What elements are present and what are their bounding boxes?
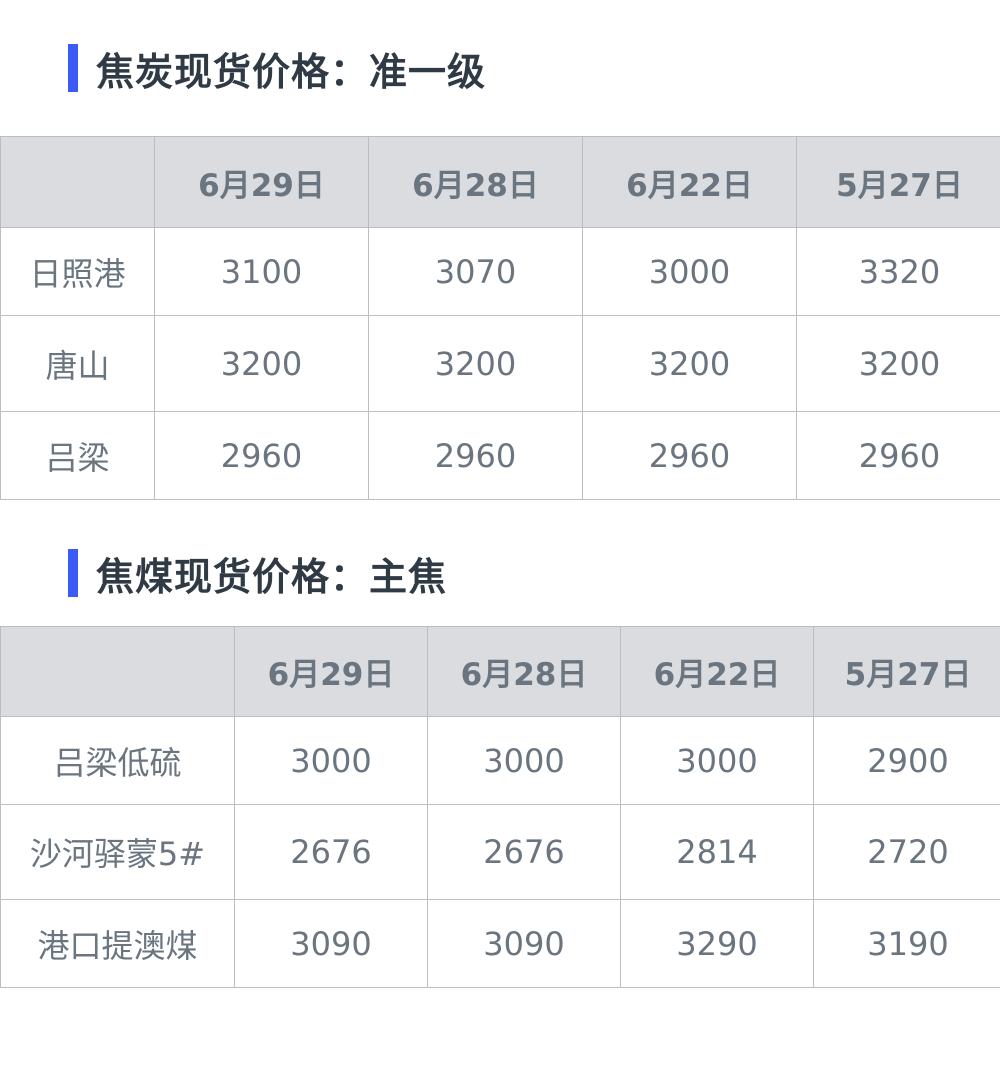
price-cell: 2720	[813, 804, 1000, 900]
table-row: 吕梁 2960 2960 2960 2960	[0, 411, 1000, 500]
row-label: 日照港	[0, 227, 155, 316]
price-cell: 3090	[234, 899, 428, 988]
price-cell: 3000	[620, 716, 814, 805]
header-row: 6月29日 6月28日 6月22日 5月27日	[0, 626, 1000, 717]
column-header: 6月29日	[154, 136, 369, 228]
table-row: 港口提澳煤 3090 3090 3290 3190	[0, 899, 1000, 988]
column-header: 5月27日	[796, 136, 1000, 228]
price-cell: 2676	[234, 804, 428, 900]
price-cell: 2960	[796, 411, 1000, 500]
table-row: 吕梁低硫 3000 3000 3000 2900	[0, 716, 1000, 805]
column-header: 5月27日	[813, 626, 1000, 717]
price-cell: 3000	[234, 716, 428, 805]
row-label: 吕梁	[0, 411, 155, 500]
table-row: 沙河驿蒙5# 2676 2676 2814 2720	[0, 804, 1000, 900]
column-header: 6月22日	[582, 136, 797, 228]
section-title-text: 焦煤现货价格：主焦	[96, 554, 448, 599]
price-cell: 3100	[154, 227, 369, 316]
price-cell: 2960	[582, 411, 797, 500]
price-cell: 3090	[427, 899, 621, 988]
coke-price-table: 6月29日 6月28日 6月22日 5月27日 日照港 3100 3070 3000 3320 唐…	[0, 136, 1000, 500]
column-header: 6月29日	[234, 626, 428, 717]
column-header	[0, 626, 235, 717]
price-cell: 3200	[368, 315, 583, 412]
price-cell: 3200	[582, 315, 797, 412]
row-label: 沙河驿蒙5#	[0, 804, 235, 900]
price-cell: 2960	[154, 411, 369, 500]
row-label: 吕梁低硫	[0, 716, 235, 805]
row-label: 港口提澳煤	[0, 899, 235, 988]
price-cell: 3200	[796, 315, 1000, 412]
price-cell: 2676	[427, 804, 621, 900]
accent-bar	[68, 549, 78, 597]
section-title-text: 焦炭现货价格：准一级	[96, 49, 487, 94]
table-row: 唐山 3200 3200 3200 3200	[0, 315, 1000, 412]
price-cell: 3190	[813, 899, 1000, 988]
table-row: 日照港 3100 3070 3000 3320	[0, 227, 1000, 316]
column-header	[0, 136, 155, 228]
section-title-coke: 焦炭现货价格：准一级	[68, 44, 486, 94]
coking-coal-price-table: 6月29日 6月28日 6月22日 5月27日 吕梁低硫 3000 3000 3000 2900…	[0, 626, 1000, 988]
price-cell: 3290	[620, 899, 814, 988]
row-label: 唐山	[0, 315, 155, 412]
section-title-coking-coal: 焦煤现货价格：主焦	[68, 549, 447, 599]
accent-bar	[68, 44, 78, 92]
column-header: 6月28日	[368, 136, 583, 228]
price-cell: 3070	[368, 227, 583, 316]
price-cell: 2900	[813, 716, 1000, 805]
column-header: 6月22日	[620, 626, 814, 717]
price-cell: 2960	[368, 411, 583, 500]
price-cell: 3320	[796, 227, 1000, 316]
price-cell: 3000	[427, 716, 621, 805]
header-row: 6月29日 6月28日 6月22日 5月27日	[0, 136, 1000, 228]
price-cell: 3200	[154, 315, 369, 412]
column-header: 6月28日	[427, 626, 621, 717]
price-cell: 3000	[582, 227, 797, 316]
price-cell: 2814	[620, 804, 814, 900]
